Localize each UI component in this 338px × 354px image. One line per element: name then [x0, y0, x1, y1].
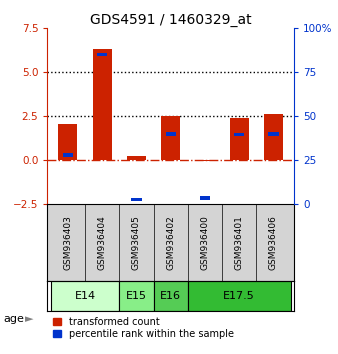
- Bar: [200, 196, 210, 200]
- Text: GSM936402: GSM936402: [166, 215, 175, 270]
- Bar: [131, 198, 142, 201]
- Text: GSM936401: GSM936401: [235, 215, 244, 270]
- Text: GSM936405: GSM936405: [132, 215, 141, 270]
- Bar: [51, 281, 119, 311]
- Text: GSM936400: GSM936400: [200, 215, 210, 270]
- Text: E15: E15: [126, 291, 147, 301]
- Bar: [161, 116, 180, 160]
- Text: E16: E16: [160, 291, 181, 301]
- Bar: [93, 50, 112, 160]
- Text: GSM936404: GSM936404: [98, 215, 107, 270]
- Text: GSM936403: GSM936403: [64, 215, 72, 270]
- Bar: [234, 132, 244, 136]
- Text: E14: E14: [74, 291, 96, 301]
- Bar: [188, 281, 291, 311]
- Bar: [97, 53, 107, 56]
- Bar: [127, 156, 146, 160]
- Bar: [63, 153, 73, 156]
- Bar: [153, 281, 188, 311]
- Title: GDS4591 / 1460329_at: GDS4591 / 1460329_at: [90, 13, 251, 27]
- Bar: [58, 124, 77, 160]
- Bar: [196, 160, 214, 161]
- Bar: [166, 132, 176, 136]
- Text: age: age: [3, 314, 24, 324]
- Text: E17.5: E17.5: [223, 291, 255, 301]
- Bar: [264, 114, 283, 160]
- Bar: [119, 281, 153, 311]
- Bar: [230, 118, 249, 160]
- Bar: [268, 132, 279, 136]
- Text: ►: ►: [25, 314, 34, 324]
- Text: GSM936406: GSM936406: [269, 215, 278, 270]
- Legend: transformed count, percentile rank within the sample: transformed count, percentile rank withi…: [52, 316, 235, 340]
